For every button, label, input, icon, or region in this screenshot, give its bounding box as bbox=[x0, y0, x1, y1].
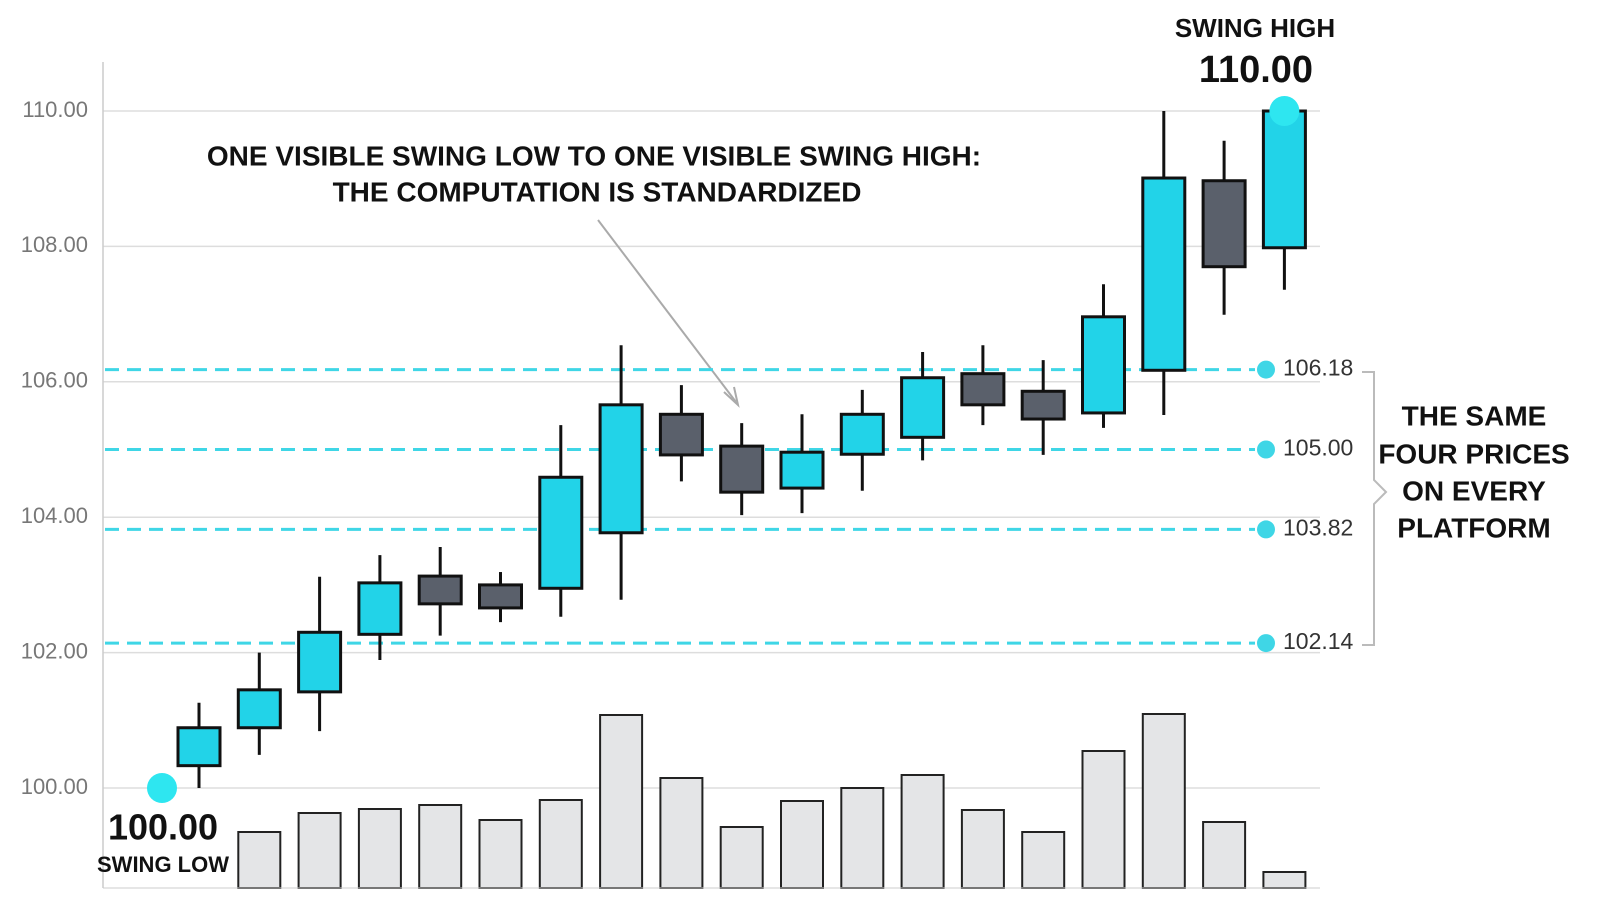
note-line: THE SAME bbox=[1402, 400, 1547, 431]
candle-body bbox=[1141, 176, 1187, 372]
candle-body bbox=[176, 726, 222, 768]
volume-bar bbox=[237, 831, 282, 889]
candle-body bbox=[538, 475, 584, 590]
volume-bar bbox=[1021, 831, 1066, 889]
swing-low-label: SWING LOW bbox=[97, 852, 229, 877]
y-tick-label: 100.00 bbox=[21, 774, 88, 799]
y-tick-label: 108.00 bbox=[21, 232, 88, 257]
candle-body bbox=[779, 450, 825, 490]
note-line: ON EVERY bbox=[1402, 475, 1546, 506]
volume-bar bbox=[538, 799, 583, 889]
candle-body bbox=[1020, 389, 1066, 421]
level-dot bbox=[1257, 360, 1275, 379]
swing-high-dot bbox=[1269, 96, 1300, 126]
level-label: 102.14 bbox=[1283, 628, 1354, 654]
y-tick-label: 102.00 bbox=[21, 638, 88, 663]
volume-bar bbox=[297, 812, 342, 889]
candle-body bbox=[478, 583, 523, 610]
volume-bar bbox=[840, 787, 885, 889]
level-label: 106.18 bbox=[1283, 355, 1353, 381]
volume-bar bbox=[659, 777, 704, 889]
level-dot bbox=[1257, 520, 1275, 539]
volume-bar bbox=[1202, 821, 1247, 889]
candle-body bbox=[417, 574, 463, 606]
candle-body bbox=[719, 444, 765, 494]
candle-body bbox=[1081, 315, 1126, 415]
candle-body bbox=[598, 403, 644, 535]
level-label: 105.00 bbox=[1283, 435, 1353, 461]
y-tick-label: 106.00 bbox=[21, 368, 88, 393]
swing-low-value: 100.00 bbox=[108, 807, 218, 848]
volume-bar bbox=[960, 809, 1005, 889]
candle-body bbox=[297, 630, 343, 694]
volume-bar bbox=[900, 774, 945, 889]
swing-low-dot bbox=[147, 773, 177, 803]
candle-body bbox=[357, 581, 403, 636]
arrow-head bbox=[723, 386, 740, 408]
volume-bar bbox=[599, 714, 644, 889]
candle-body bbox=[658, 412, 704, 457]
candle-body bbox=[900, 376, 946, 439]
note-line: PLATFORM bbox=[1397, 512, 1550, 543]
bracket bbox=[1362, 371, 1388, 646]
volume-bar bbox=[357, 808, 402, 889]
swing-high-label: SWING HIGH bbox=[1175, 13, 1335, 43]
volume-bar bbox=[719, 826, 764, 889]
y-tick-label: 110.00 bbox=[22, 97, 88, 122]
note-line: FOUR PRICES bbox=[1378, 438, 1569, 469]
annotation-arrow bbox=[597, 219, 737, 403]
level-dot bbox=[1257, 440, 1275, 459]
level-label: 103.82 bbox=[1283, 514, 1353, 540]
candle-body bbox=[960, 372, 1006, 407]
candle-body bbox=[236, 688, 282, 730]
annotation-line: THE COMPUTATION IS STANDARDIZED bbox=[333, 176, 862, 207]
candle-body bbox=[839, 412, 885, 456]
swing-high-value: 110.00 bbox=[1199, 49, 1313, 91]
volume-bar bbox=[780, 800, 824, 889]
candle-body bbox=[1261, 109, 1307, 250]
volume-bar bbox=[1141, 713, 1186, 889]
annotation-line: ONE VISIBLE SWING LOW TO ONE VISIBLE SWI… bbox=[207, 140, 981, 171]
volume-bar bbox=[418, 804, 463, 889]
level-dot bbox=[1257, 634, 1275, 653]
y-tick-label: 104.00 bbox=[21, 503, 88, 528]
candle-body bbox=[1201, 179, 1247, 269]
volume-bar bbox=[1081, 750, 1126, 889]
volume-bar bbox=[478, 819, 523, 889]
volume-bar bbox=[1262, 871, 1307, 889]
